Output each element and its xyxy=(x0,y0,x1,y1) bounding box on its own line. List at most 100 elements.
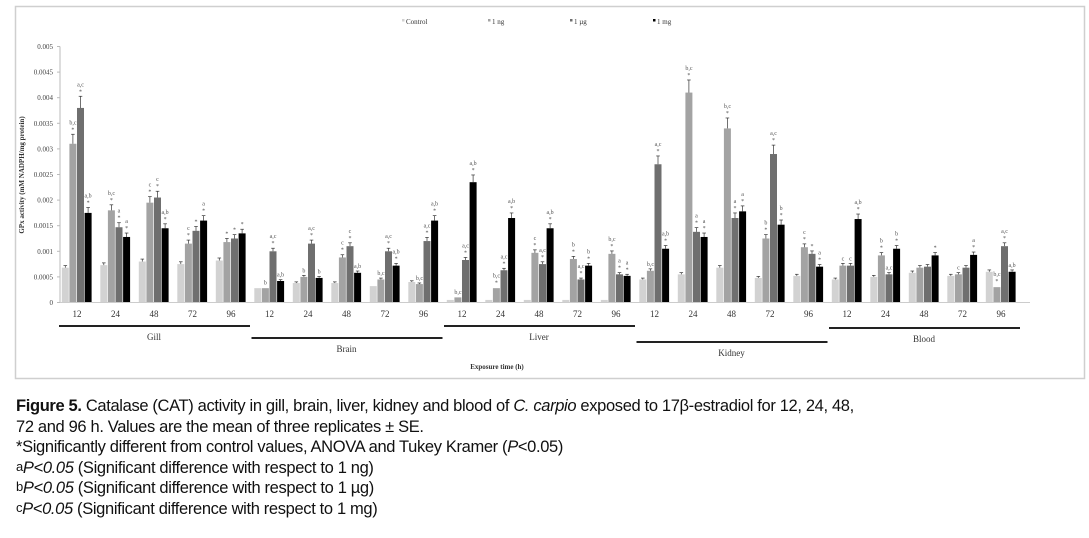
bar-1ng xyxy=(569,258,577,303)
significance-label: * xyxy=(503,261,506,267)
x-tick-label: 48 xyxy=(727,309,737,319)
significance-label: c xyxy=(341,241,344,247)
significance-label: a,c xyxy=(501,254,508,260)
note-star: *Significantly different from control va… xyxy=(16,438,508,456)
significance-label: a xyxy=(818,251,821,257)
significance-label: a xyxy=(618,259,621,265)
note-a-text: (Significant difference with respect to … xyxy=(73,458,374,477)
significance-label: a xyxy=(118,209,121,215)
bar-1ng xyxy=(877,255,885,303)
significance-label: * xyxy=(472,168,475,174)
significance-label: c xyxy=(156,177,159,183)
bar-1g xyxy=(577,279,585,303)
bar-1ng xyxy=(69,143,77,303)
bar-control xyxy=(446,299,454,303)
significance-label: * xyxy=(857,207,860,213)
bar-1ng xyxy=(300,276,308,303)
bar-1g xyxy=(346,246,354,303)
group-label: Liver xyxy=(529,332,549,342)
x-axis-label: Exposure time (h) xyxy=(470,363,524,371)
significance-label: a,c xyxy=(539,248,546,254)
significance-label: b xyxy=(587,249,590,255)
x-tick-label: 72 xyxy=(766,309,775,319)
significance-label: * xyxy=(241,222,244,228)
bar-1mg xyxy=(662,248,670,303)
significance-label: * xyxy=(118,216,121,222)
bar-1ng xyxy=(954,274,962,303)
bar-1g xyxy=(423,241,431,303)
figure-caption: Figure 5. Catalase (CAT) activity in gil… xyxy=(16,396,1086,519)
significance-label: * xyxy=(818,258,821,264)
bar-1g xyxy=(462,260,469,303)
significance-label: * xyxy=(972,245,975,251)
significance-label: * xyxy=(803,237,806,243)
significance-label: c xyxy=(849,256,852,262)
y-tick-label: 0.002 xyxy=(37,197,53,205)
bar-control xyxy=(947,275,955,303)
bar-1g xyxy=(1001,246,1008,303)
bar-1mg xyxy=(354,272,362,303)
significance-label: * xyxy=(164,217,167,223)
significance-label: b,c xyxy=(647,262,655,268)
significance-label: * xyxy=(657,149,660,155)
legend-swatch xyxy=(402,19,405,22)
significance-label: * xyxy=(726,111,729,117)
bar-1g xyxy=(962,267,970,303)
bar-1mg xyxy=(854,219,862,303)
bar-1g xyxy=(231,238,238,303)
significance-label: c xyxy=(842,256,845,262)
bar-control xyxy=(600,299,608,303)
bar-control xyxy=(138,261,146,303)
bar-1g xyxy=(654,164,662,303)
bar-control xyxy=(677,274,685,303)
note-c-text: (Significant difference with respect to … xyxy=(72,499,378,518)
note-a-sup: a xyxy=(16,458,23,474)
significance-label: a,c xyxy=(578,264,585,270)
significance-label: b xyxy=(302,268,305,274)
significance-label: a xyxy=(703,219,706,225)
significance-label: a xyxy=(695,214,698,220)
significance-label: * xyxy=(426,230,429,236)
significance-label: * xyxy=(664,239,667,245)
significance-label: * xyxy=(572,249,575,255)
bar-1ng xyxy=(723,128,731,303)
bar-1g xyxy=(924,266,931,303)
note-b-sup: b xyxy=(16,479,23,494)
bar-control xyxy=(870,276,878,303)
legend-label: 1 µg xyxy=(574,18,587,26)
bar-control xyxy=(639,279,647,303)
y-tick-label: 0.005 xyxy=(37,43,53,51)
significance-label: b xyxy=(764,221,767,227)
significance-label: * xyxy=(772,138,775,144)
significance-label: * xyxy=(310,233,313,239)
bar-control xyxy=(754,277,762,303)
y-tick-label: 0.004 xyxy=(37,94,53,102)
bar-1g xyxy=(115,227,123,303)
bar-1g xyxy=(731,218,739,303)
significance-label: c xyxy=(149,183,152,189)
significance-label: a xyxy=(202,202,205,208)
caption-text: 72 and 96 h. Values are the mean of thre… xyxy=(16,417,424,436)
bar-1ng xyxy=(454,297,462,303)
legend-swatch xyxy=(488,19,491,22)
significance-label: a,b xyxy=(470,161,477,167)
bar-control xyxy=(831,279,839,303)
significance-label: * xyxy=(734,206,737,212)
significance-label: * xyxy=(71,127,74,133)
significance-label: a,c xyxy=(1001,229,1008,235)
significance-label: a,b xyxy=(508,199,515,205)
significance-label: a,c xyxy=(424,223,431,229)
bar-1mg xyxy=(623,275,631,303)
significance-label: b,c xyxy=(493,273,501,279)
x-axis: 12 24 48 72 96 Gill 12 24 48 72 96 Brain 12 24 48 72 96 L… xyxy=(59,302,1030,358)
significance-label: * xyxy=(272,241,275,247)
x-tick-label: 96 xyxy=(612,309,622,319)
bar-1ng xyxy=(492,288,500,303)
bar-1mg xyxy=(315,277,323,303)
significance-label: b xyxy=(572,242,575,248)
significance-label: b,c xyxy=(608,237,616,243)
bars: *b,c*a,c*a,b*b,c*a*a*c *c*a,b*c**a***b*a,… xyxy=(61,66,1016,303)
significance-label: * xyxy=(687,73,690,79)
significance-label: * xyxy=(195,220,198,226)
significance-label: * xyxy=(610,244,613,250)
